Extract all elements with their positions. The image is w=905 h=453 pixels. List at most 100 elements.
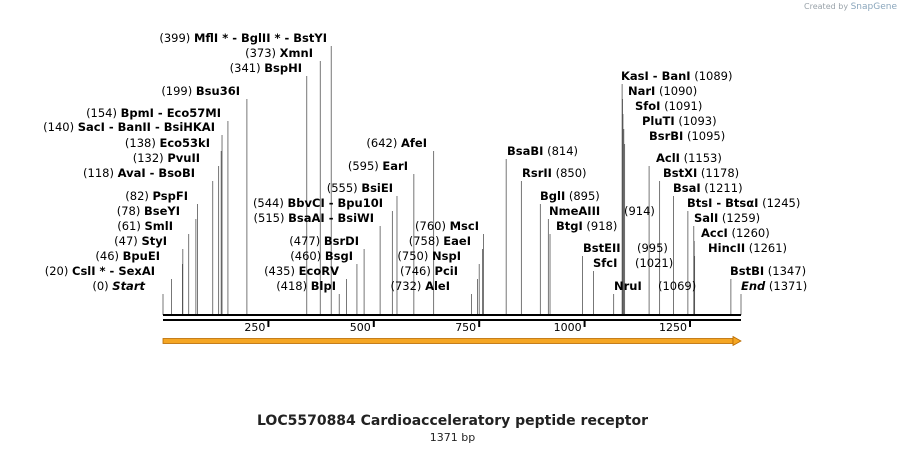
sequence-length: 1371 bp [429,431,476,444]
kasi-site-label[interactable]: KasI - BanI (1089) [621,69,732,83]
acci-site-label[interactable]: AccI (1260) [701,226,770,240]
eaei-site-label[interactable]: (758) EaeI [409,234,471,248]
bsteii-site-position: (995) [637,241,668,255]
pluti-site-text: PluTI (1093) [642,114,717,128]
acli-site-text: AclI (1153) [656,151,722,165]
bsteii-site-text: BstEII [583,241,621,255]
hincii-site-label[interactable]: HincII (1261) [708,241,787,255]
bbvci-site-text: (544) BbvCI - Bpu10I [253,196,383,210]
styi-site-label[interactable]: (47) StyI [114,234,167,248]
saci-site-label[interactable]: (140) SacI - BanII - BsiHKAI [43,120,215,134]
eari-site-label[interactable]: (595) EarI [348,159,408,173]
site-labels: (0) Start(20) CslI * - SexAI(46) BpuEI(4… [43,31,807,293]
bsaai-site-label[interactable]: (515) BsaAI - BsiWI [254,211,374,225]
kasi-site-text: KasI - BanI (1089) [621,69,732,83]
bgli-site-label[interactable]: BglI (895) [540,189,600,203]
start-site-text: (0) Start [92,279,145,293]
csli-site-label[interactable]: (20) CslI * - SexAI [45,264,155,278]
leader-lines [162,46,742,315]
nmeaiii-site-label[interactable]: NmeAIII (914) [549,204,655,218]
bseyi-site-label[interactable]: (78) BseYI [117,204,180,218]
pcii-site-label[interactable]: (746) PciI [400,264,458,278]
btgi-site-label[interactable]: BtgI (918) [556,219,617,233]
pvuii-site-label[interactable]: (132) PvuII [133,151,200,165]
bpuei-site-label[interactable]: (46) BpuEI [95,249,160,263]
smli-site-label[interactable]: (61) SmlI [117,219,173,233]
bsiei-site-label[interactable]: (555) BsiEI [327,181,393,195]
sequence-title: LOC5570884 Cardioacceleratory peptide re… [257,413,648,429]
bsrbi-site-text: BsrBI (1095) [649,129,725,143]
bsrbi-site-label[interactable]: BsrBI (1095) [649,129,725,143]
bsrdi-site-label[interactable]: (477) BsrDI [289,234,359,248]
bstbi-site-label[interactable]: BstBI (1347) [730,264,806,278]
nari-site-text: NarI (1090) [628,84,697,98]
start-site-label[interactable]: (0) Start [92,279,145,293]
bsabi-site-text: BsaBI (814) [507,144,578,158]
eaei-site-text: (758) EaeI [409,234,471,248]
sali-site-label[interactable]: SalI (1259) [694,211,760,225]
alei-site-label[interactable]: (732) AleI [390,279,450,293]
btgi-site-text: BtgI (918) [556,219,617,233]
bsu36i-site-label[interactable]: (199) Bsu36I [161,84,240,98]
avai-site-text: (118) AvaI - BsoBI [83,166,195,180]
csli-site-text: (20) CslI * - SexAI [45,264,155,278]
bsteii-site-label[interactable]: BstEII (995) [583,241,668,255]
eco53ki-site-label[interactable]: (138) Eco53kI [125,136,210,150]
bgli-site-text: BglI (895) [540,189,600,203]
bpmi-site-label[interactable]: (154) BpmI - Eco57MI [86,106,221,120]
afei-site-label[interactable]: (642) AfeI [366,136,427,150]
snapgene-logo: SnapGene [850,2,897,12]
sfoi-site-label[interactable]: SfoI (1091) [635,99,702,113]
nrui-site-label[interactable]: NruI (1069) [614,279,696,293]
avai-site-label[interactable]: (118) AvaI - BsoBI [83,166,195,180]
sfoi-site-text: SfoI (1091) [635,99,702,113]
end-site-text: End (1371) [741,279,807,293]
hincii-site-text: HincII (1261) [708,241,787,255]
pvuii-site-text: (132) PvuII [133,151,200,165]
pcii-site-text: (746) PciI [400,264,458,278]
bsrdi-site-text: (477) BsrDI [289,234,359,248]
blpi-site-text: (418) BlpI [276,279,336,293]
afei-site-text: (642) AfeI [366,136,427,150]
sali-site-text: SalI (1259) [694,211,760,225]
nrui-site-text: NruI [614,279,642,293]
acci-site-text: AccI (1260) [701,226,770,240]
msci-site-label[interactable]: (760) MscI [415,219,479,233]
acli-site-label[interactable]: AclI (1153) [656,151,722,165]
bsgi-site-text: (460) BsgI [290,249,353,263]
btsi-site-label[interactable]: BtsI - BtsαI (1245) [687,196,800,210]
sequence-ruler [163,314,741,321]
nmeaiii-site-position: (914) [624,204,655,218]
bsu36i-site-text: (199) Bsu36I [161,84,240,98]
xmni-site-label[interactable]: (373) XmnI [245,46,313,60]
ecorv-site-label[interactable]: (435) EcoRV [264,264,339,278]
feature-arrow[interactable] [162,335,742,347]
pspfi-site-text: (82) PspFI [125,189,188,203]
nari-site-label[interactable]: NarI (1090) [628,84,697,98]
mfli-site-label[interactable]: (399) MflI * - BglII * - BstYI [159,31,327,45]
bsphi-site-label[interactable]: (341) BspHI [230,61,302,75]
pluti-site-label[interactable]: PluTI (1093) [642,114,717,128]
bsai-site-label[interactable]: BsaI (1211) [673,181,743,195]
sfci-site-label[interactable]: SfcI (1021) [593,256,673,270]
pspfi-site-label[interactable]: (82) PspFI [125,189,188,203]
nrui-site-position: (1069) [658,279,696,293]
alei-site-text: (732) AleI [390,279,450,293]
sfci-site-text: SfcI [593,256,617,270]
bsabi-site-label[interactable]: BsaBI (814) [507,144,578,158]
bbvci-site-label[interactable]: (544) BbvCI - Bpu10I [253,196,383,210]
bseyi-site-text: (78) BseYI [117,204,180,218]
saci-site-text: (140) SacI - BanII - BsiHKAI [43,120,215,134]
blpi-site-label[interactable]: (418) BlpI [276,279,336,293]
rsrii-site-label[interactable]: RsrII (850) [522,166,587,180]
sfci-site-position: (1021) [635,256,673,270]
smli-site-text: (61) SmlI [117,219,173,233]
nspi-site-label[interactable]: (750) NspI [397,249,461,263]
snapgene-credit: Created by SnapGene [804,2,897,12]
end-site-label[interactable]: End (1371) [741,279,807,293]
bsai-site-text: BsaI (1211) [673,181,743,195]
styi-site-text: (47) StyI [114,234,167,248]
bsgi-site-label[interactable]: (460) BsgI [290,249,353,263]
bstxi-site-label[interactable]: BstXI (1178) [663,166,739,180]
ruler-ticks: 250 500 750 1000 1250 [244,320,691,334]
